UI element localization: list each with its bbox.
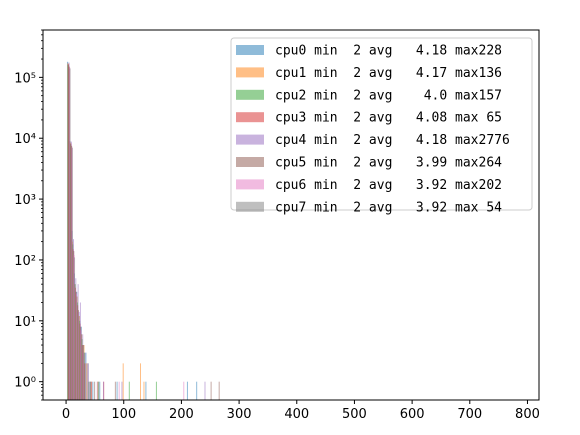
bar-cpu0-12	[99, 381, 101, 400]
x-axis-ticks: 0 100 200 300 400 500 600 700 800	[62, 400, 540, 422]
legend-label: cpu7 min 2 avg 3.92 max 54	[275, 200, 502, 215]
legend-swatch	[236, 89, 264, 100]
y-tick-label: 10⁴	[14, 132, 36, 147]
bar-cpu7-4	[78, 316, 80, 400]
bar-cpu2-9	[97, 381, 99, 400]
bar-cpu5-11	[218, 381, 220, 400]
x-tick-label: 300	[227, 407, 252, 422]
x-tick-label: 500	[342, 407, 367, 422]
bar-cpu1-13	[143, 381, 145, 400]
bar-cpu6-10	[183, 381, 185, 400]
x-tick-label: 100	[111, 407, 136, 422]
bar-cpu4-10	[121, 381, 123, 400]
y-tick-label: 10⁵	[14, 71, 36, 86]
bar-cpu7-3	[76, 296, 78, 400]
legend-swatch	[236, 157, 264, 167]
y-axis-ticks: 10⁰ 10¹ 10² 10³ 10⁴ 10⁵	[14, 29, 43, 401]
x-tick-label: 600	[400, 407, 425, 422]
bar-cpu2-10	[128, 381, 130, 400]
bar-cpu0-16	[196, 381, 198, 400]
legend-swatch	[236, 45, 264, 55]
x-tick-label: 400	[284, 407, 309, 422]
legend-label: cpu6 min 2 avg 3.92 max202	[275, 178, 502, 193]
bar-cpu4-8	[89, 381, 91, 400]
y-tick-label: 10⁰	[14, 376, 36, 391]
bar-cpu5-9	[114, 381, 116, 400]
bar-cpu6-9	[118, 381, 120, 400]
bar-cpu7-1	[71, 147, 73, 400]
bar-cpu7-0	[69, 68, 71, 400]
bar-cpu7-8	[90, 381, 92, 400]
bar-cpu7-5	[80, 334, 82, 400]
bar-cpu6-7	[87, 363, 89, 400]
bar-cpu1-12	[140, 363, 141, 400]
legend-label: cpu0 min 2 avg 4.18 max228	[275, 44, 502, 59]
bar-cpu0-15	[186, 381, 188, 400]
legend-swatch	[236, 179, 264, 190]
legend-label: cpu1 min 2 avg 4.17 max136	[275, 66, 502, 81]
legend-label: cpu3 min 2 avg 4.08 max 65	[275, 111, 502, 126]
legend-swatch	[236, 112, 264, 123]
x-tick-label: 800	[515, 407, 540, 422]
bar-cpu6-8	[96, 381, 98, 400]
bar-cpu7-6	[83, 352, 85, 400]
bar-cpu0-11	[92, 381, 94, 400]
bar-cpu5-8	[94, 381, 96, 400]
legend-label: cpu2 min 2 avg 4.0 max157	[275, 88, 502, 103]
legend-swatch	[236, 201, 264, 212]
bar-cpu1-11	[122, 363, 124, 400]
bar-cpu7-2	[74, 257, 76, 400]
bar-cpu2-8	[88, 381, 90, 400]
x-tick-label: 700	[457, 407, 482, 422]
histogram-bars	[66, 61, 220, 401]
legend-swatch	[236, 67, 264, 78]
legend-label: cpu4 min 2 avg 4.18 max2776	[275, 133, 510, 148]
bar-cpu0-14	[145, 381, 147, 400]
legend-label: cpu5 min 2 avg 3.99 max264	[275, 156, 502, 171]
bar-cpu5-10	[210, 381, 212, 400]
bar-cpu7-7	[85, 363, 87, 400]
bar-cpu0-13	[116, 381, 118, 400]
bar-cpu2-11	[155, 381, 157, 400]
bar-cpu7-9	[98, 381, 100, 400]
bar-cpu4-7	[84, 352, 86, 400]
y-tick-label: 10²	[14, 254, 36, 269]
bar-cpu4-9	[102, 381, 104, 400]
x-tick-label: 200	[169, 407, 194, 422]
x-tick-label: 0	[62, 407, 70, 422]
bar-cpu3-8	[91, 381, 93, 400]
y-tick-label: 10¹	[14, 315, 36, 330]
y-tick-label: 10³	[14, 193, 36, 208]
bar-cpu4-11	[204, 381, 206, 400]
axes-frame	[42, 29, 540, 401]
legend-box	[230, 37, 533, 211]
legend: cpu0 min 2 avg 4.18 max228 cpu1 min 2 avg…	[230, 37, 533, 215]
legend-swatch	[236, 134, 264, 145]
